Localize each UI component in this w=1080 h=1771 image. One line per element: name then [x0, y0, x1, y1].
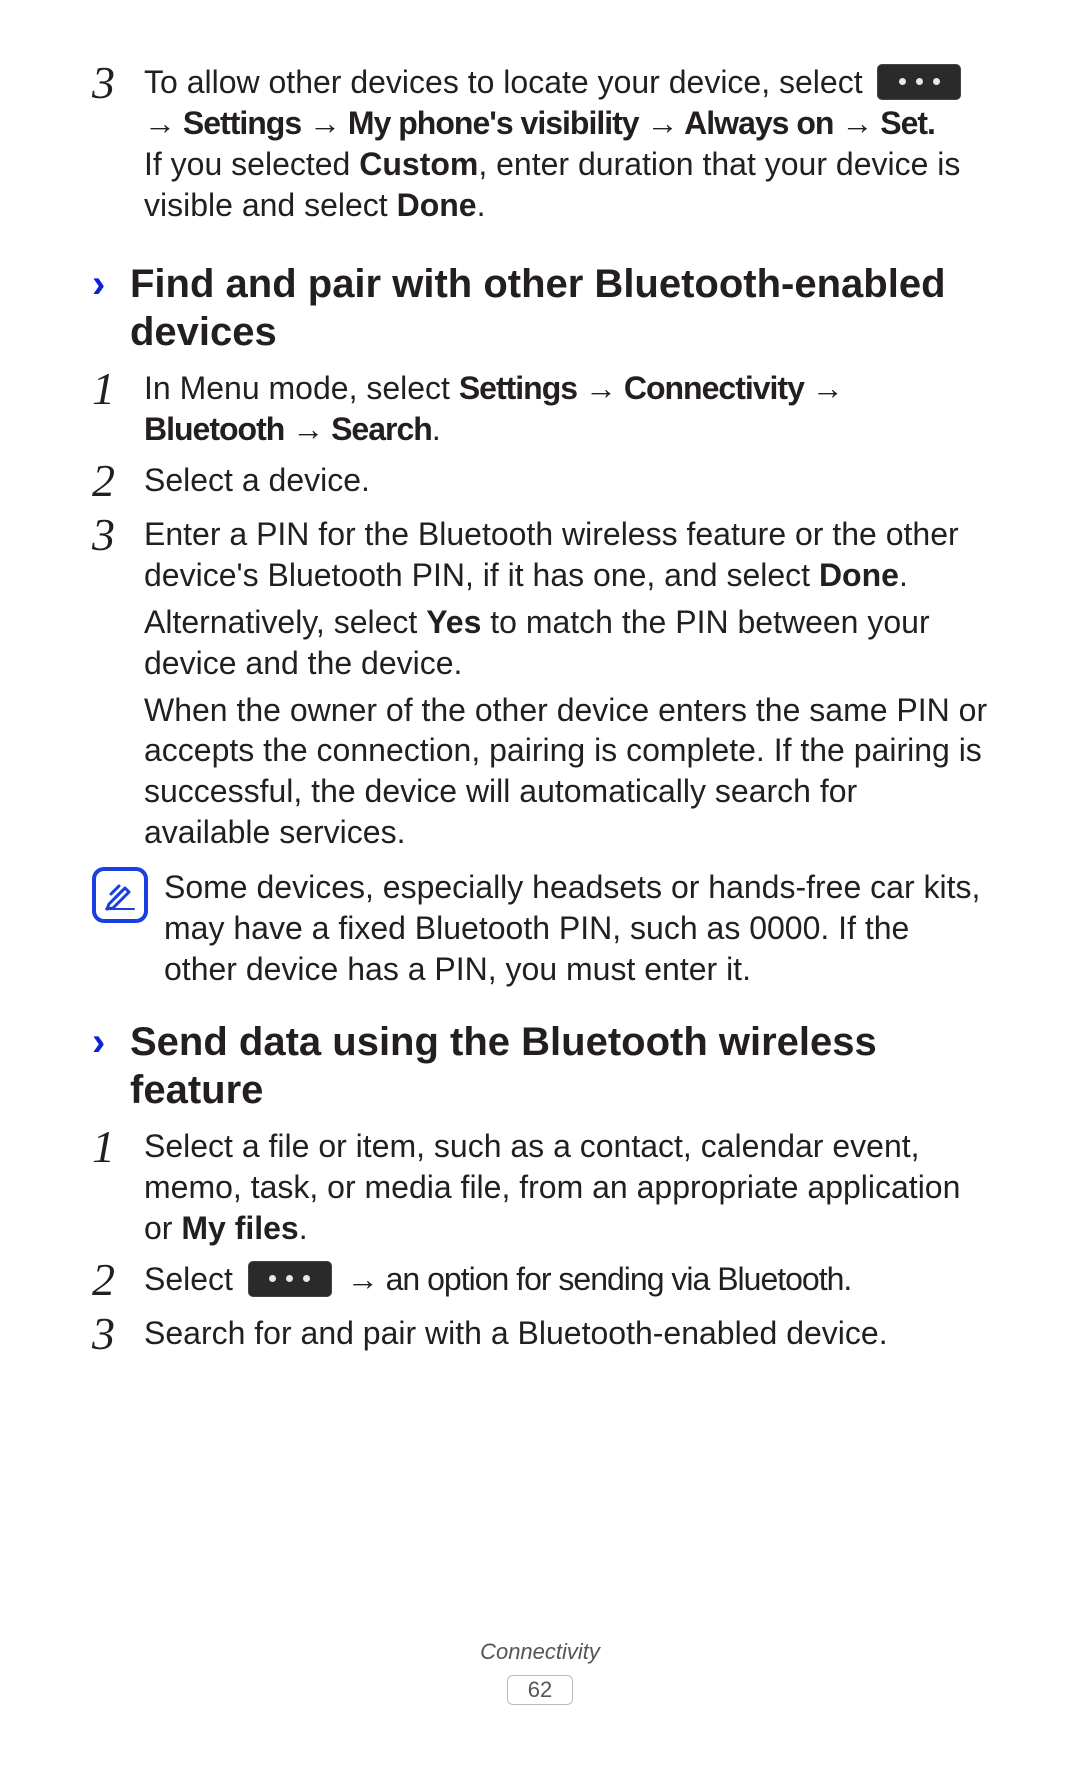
- text-fragment: In Menu mode, select: [144, 370, 459, 406]
- step-number: 2: [92, 458, 144, 504]
- text-fragment: Select: [144, 1261, 242, 1297]
- step-body: Select a file or item, such as a contact…: [144, 1124, 988, 1249]
- text-bold: Yes: [426, 604, 481, 640]
- text-bold: My files: [181, 1210, 298, 1246]
- list-item: 3 Search for and pair with a Bluetooth-e…: [92, 1311, 988, 1357]
- step-body: In Menu mode, select Settings → Connecti…: [144, 366, 988, 450]
- step-number: 3: [92, 60, 144, 106]
- note-body: Some devices, especially headsets or han…: [156, 867, 988, 990]
- step-number: 3: [92, 512, 144, 558]
- step-period: .: [927, 105, 936, 141]
- list-item: 2 Select a device.: [92, 458, 988, 504]
- section-title: Find and pair with other Bluetooth-enabl…: [130, 260, 988, 356]
- menu-icon: [877, 64, 961, 100]
- manual-page: 3 To allow other devices to locate your …: [0, 0, 1080, 1771]
- text-fragment: .: [432, 411, 441, 447]
- step-number: 3: [92, 1311, 144, 1357]
- text-bold: Done: [397, 187, 477, 223]
- list-item: 1 Select a file or item, such as a conta…: [92, 1124, 988, 1249]
- step-body: Enter a PIN for the Bluetooth wireless f…: [144, 512, 988, 860]
- list-item: 3 Enter a PIN for the Bluetooth wireless…: [92, 512, 988, 860]
- step-number: 2: [92, 1257, 144, 1303]
- list-item: 2 Select → an option for sending via Blu…: [92, 1257, 988, 1303]
- text-fragment: If you selected: [144, 146, 359, 182]
- paragraph: Enter a PIN for the Bluetooth wireless f…: [144, 514, 988, 596]
- step-body: To allow other devices to locate your de…: [144, 60, 988, 232]
- section-title: Send data using the Bluetooth wireless f…: [130, 1018, 988, 1114]
- intro-step: 3 To allow other devices to locate your …: [92, 60, 988, 232]
- note-icon: [92, 867, 148, 923]
- text-bold: Done: [819, 557, 899, 593]
- step-text: To allow other devices to locate your de…: [144, 64, 871, 100]
- footer-page-number: 62: [507, 1675, 573, 1705]
- step-number: 1: [92, 366, 144, 412]
- step-subtext: If you selected Custom, enter duration t…: [144, 144, 988, 226]
- chevron-icon: ›: [92, 1018, 130, 1066]
- step-path: → Settings → My phone's visibility → Alw…: [144, 105, 927, 141]
- text-fragment: .: [477, 187, 486, 223]
- section-heading: › Find and pair with other Bluetooth-ena…: [92, 260, 988, 356]
- note-icon-wrap: [92, 867, 156, 923]
- page-footer: Connectivity 62: [0, 1638, 1080, 1707]
- text-bold: Custom: [359, 146, 478, 182]
- step-body: Select → an option for sending via Bluet…: [144, 1257, 988, 1300]
- text-fragment: .: [899, 557, 908, 593]
- note: Some devices, especially headsets or han…: [92, 867, 988, 990]
- footer-label: Connectivity: [0, 1638, 1080, 1666]
- section-heading: › Send data using the Bluetooth wireless…: [92, 1018, 988, 1114]
- list-item: 1 In Menu mode, select Settings → Connec…: [92, 366, 988, 450]
- text-fragment: → an option for sending via Bluetooth.: [347, 1261, 852, 1297]
- step-body: Select a device.: [144, 458, 988, 501]
- menu-icon: [248, 1261, 332, 1297]
- paragraph: When the owner of the other device enter…: [144, 690, 988, 854]
- chevron-icon: ›: [92, 260, 130, 308]
- text-fragment: Alternatively, select: [144, 604, 426, 640]
- step-number: 1: [92, 1124, 144, 1170]
- paragraph: Alternatively, select Yes to match the P…: [144, 602, 988, 684]
- text-fragment: .: [299, 1210, 308, 1246]
- step-body: Search for and pair with a Bluetooth-ena…: [144, 1311, 988, 1354]
